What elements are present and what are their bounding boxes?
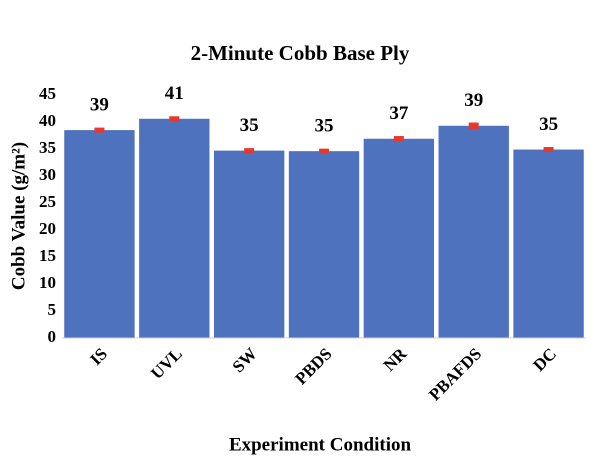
- y-axis-title: Cobb Value (g/m²): [8, 142, 29, 290]
- y-tick-label: 20: [39, 219, 56, 238]
- x-tick-label: IS: [86, 344, 111, 369]
- x-tick-label: UVL: [147, 344, 186, 383]
- bar: [139, 118, 210, 338]
- data-label: 35: [539, 114, 558, 135]
- data-label: 39: [464, 90, 483, 111]
- x-tick-label: NR: [380, 344, 411, 375]
- error-bar: [543, 147, 554, 153]
- bar: [438, 125, 509, 338]
- y-tick-label: 5: [48, 300, 57, 319]
- x-tick-label: SW: [229, 344, 261, 376]
- error-bar: [393, 136, 404, 142]
- data-label: 35: [240, 115, 259, 136]
- error-bar: [169, 116, 180, 122]
- data-label: 35: [315, 116, 334, 137]
- bar: [363, 138, 435, 338]
- x-tick-label: DC: [529, 344, 560, 375]
- y-tick-label: 35: [39, 138, 56, 157]
- y-tick-label: 45: [39, 84, 56, 103]
- y-tick-label: 30: [39, 165, 56, 184]
- y-tick-label: 10: [39, 273, 56, 292]
- data-label: 41: [165, 83, 184, 104]
- data-label: 39: [90, 94, 109, 115]
- y-tick-label: 15: [39, 246, 56, 265]
- x-tick-label: PBDS: [291, 344, 335, 388]
- error-bar: [468, 122, 479, 130]
- x-tick-label: PBAFDS: [425, 344, 485, 404]
- bar: [513, 149, 584, 338]
- y-tick-label: 25: [39, 192, 56, 211]
- bar: [213, 150, 285, 338]
- chart-title: 2-Minute Cobb Base Ply: [191, 41, 410, 65]
- bar: [64, 130, 135, 338]
- error-bar: [94, 127, 105, 133]
- data-label: 37: [389, 103, 409, 124]
- error-bar: [319, 148, 329, 154]
- y-tick-label: 40: [39, 111, 56, 130]
- x-axis-title: Experiment Condition: [229, 434, 412, 455]
- bar: [288, 151, 360, 338]
- y-tick-label: 0: [48, 327, 57, 346]
- error-bar: [244, 148, 255, 154]
